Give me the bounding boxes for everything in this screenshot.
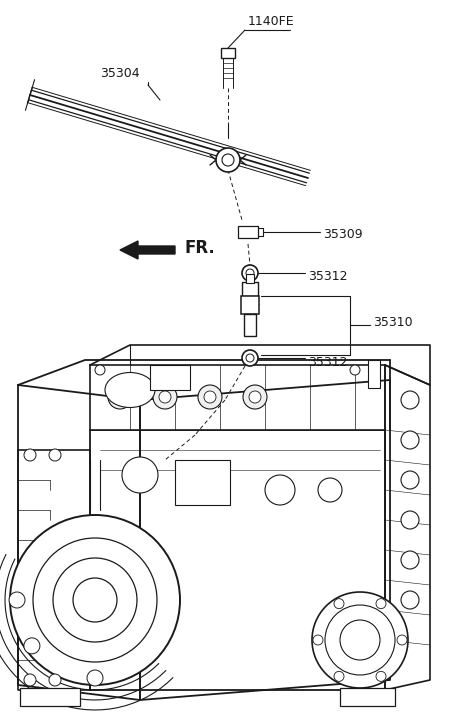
Circle shape — [325, 605, 395, 675]
Text: 35309: 35309 — [323, 228, 363, 241]
Circle shape — [24, 674, 36, 686]
Circle shape — [9, 592, 25, 608]
Circle shape — [108, 385, 132, 409]
Circle shape — [242, 350, 258, 366]
Bar — [241, 296, 259, 314]
Circle shape — [153, 385, 177, 409]
Circle shape — [242, 265, 258, 281]
Circle shape — [334, 671, 344, 681]
Circle shape — [243, 385, 267, 409]
Circle shape — [340, 620, 380, 660]
Bar — [368, 360, 380, 388]
Circle shape — [397, 635, 407, 645]
Circle shape — [249, 391, 261, 403]
Circle shape — [376, 671, 386, 681]
Circle shape — [33, 538, 157, 662]
Bar — [150, 365, 190, 390]
Circle shape — [401, 511, 419, 529]
Circle shape — [24, 638, 40, 654]
Circle shape — [318, 478, 342, 502]
Text: 1140FE: 1140FE — [248, 15, 294, 28]
Circle shape — [313, 635, 323, 645]
Bar — [20, 688, 80, 706]
Text: 35312: 35312 — [308, 356, 348, 369]
Bar — [340, 688, 395, 706]
Text: 35310: 35310 — [373, 316, 413, 329]
Text: 35304: 35304 — [100, 67, 140, 80]
Circle shape — [246, 269, 254, 277]
Circle shape — [198, 385, 222, 409]
Circle shape — [10, 515, 180, 685]
Circle shape — [222, 154, 234, 166]
Circle shape — [401, 551, 419, 569]
Circle shape — [312, 592, 408, 688]
Circle shape — [334, 598, 344, 608]
Circle shape — [350, 365, 360, 375]
Circle shape — [87, 670, 103, 686]
Circle shape — [401, 431, 419, 449]
FancyArrow shape — [120, 241, 175, 259]
Circle shape — [401, 391, 419, 409]
Bar — [242, 282, 258, 296]
Ellipse shape — [105, 372, 155, 408]
Circle shape — [204, 391, 216, 403]
Circle shape — [265, 475, 295, 505]
Circle shape — [401, 471, 419, 489]
Circle shape — [95, 365, 105, 375]
Text: 35312: 35312 — [308, 270, 348, 283]
Circle shape — [376, 598, 386, 608]
Circle shape — [73, 578, 117, 622]
Bar — [238, 226, 258, 238]
Circle shape — [53, 558, 137, 642]
Circle shape — [24, 449, 36, 461]
Bar — [221, 48, 235, 58]
Bar — [244, 314, 256, 336]
Text: FR.: FR. — [185, 239, 216, 257]
Bar — [246, 274, 254, 283]
Circle shape — [246, 354, 254, 362]
Circle shape — [49, 674, 61, 686]
Bar — [175, 460, 230, 505]
Circle shape — [159, 391, 171, 403]
Circle shape — [122, 457, 158, 493]
Circle shape — [401, 591, 419, 609]
Circle shape — [114, 391, 126, 403]
Circle shape — [216, 148, 240, 172]
Circle shape — [49, 449, 61, 461]
